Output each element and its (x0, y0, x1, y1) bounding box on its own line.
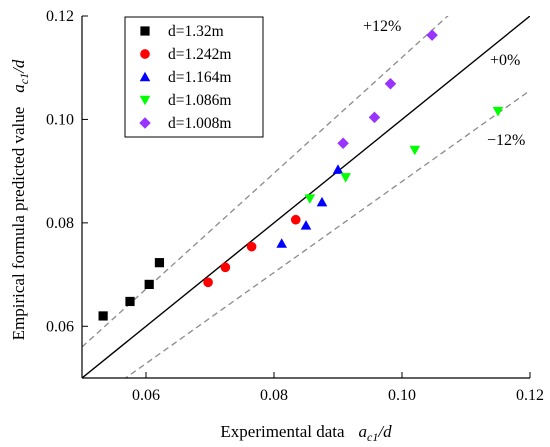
data-point (154, 258, 165, 268)
data-point (316, 196, 328, 207)
legend: d=1.32m d=1.242m d=1.164m d=1.086m d=1.008m (124, 16, 264, 138)
data-point (220, 262, 231, 273)
data-point (98, 311, 108, 321)
data-point (144, 279, 154, 289)
data-point (300, 220, 312, 230)
y-tick-label: 0.10 (46, 111, 74, 128)
legend-label: d=1.008m (168, 115, 231, 132)
x-axis-title-math-sub: c1 (367, 430, 378, 444)
data-point (426, 29, 438, 41)
series-2 (276, 164, 344, 248)
x-axis-title-text: Experimental data (220, 422, 345, 441)
x-axis-title-math: a (359, 422, 368, 441)
reference-line-0 (82, 16, 449, 348)
y-tick-label: 0.12 (46, 8, 74, 25)
data-points (98, 29, 504, 321)
data-point (125, 296, 135, 307)
x-tick-label: 0.08 (260, 387, 288, 404)
data-point (290, 214, 301, 225)
ref-label-plus12: +12% (363, 18, 401, 35)
reference-line-1 (82, 16, 530, 378)
data-point (492, 106, 504, 117)
legend-marker (139, 71, 151, 82)
data-point (304, 194, 316, 204)
series-3 (304, 106, 504, 204)
y-axis-title: Empirical formula predicted value ac1/d (9, 59, 31, 340)
legend-label: d=1.242m (168, 46, 231, 63)
legend-label: d=1.164m (168, 69, 231, 86)
y-tick-label: 0.06 (46, 318, 74, 335)
data-point (246, 241, 257, 252)
reference-line-labels: +12% +0% −12% (363, 18, 525, 149)
x-axis-title: Experimental data ac1/d (220, 422, 392, 444)
y-axis-title-math-suffix: /d (9, 59, 28, 74)
x-tick-label: 0.10 (388, 387, 416, 404)
series-1 (203, 214, 301, 288)
x-axis-title-math-suffix: /d (377, 422, 392, 441)
series-0 (98, 258, 165, 321)
data-point (276, 238, 287, 248)
legend-marker (140, 49, 150, 59)
reference-lines (82, 16, 530, 378)
legend-marker (139, 95, 151, 106)
ref-label-minus12: −12% (487, 132, 525, 149)
x-tick-label: 0.06 (132, 387, 160, 404)
axes (81, 16, 530, 379)
data-point (337, 137, 349, 149)
y-axis-title-math-sub: c1 (17, 73, 31, 84)
data-point (368, 111, 381, 124)
y-ticks: 0.06 0.08 0.10 0.12 (46, 8, 88, 335)
series-4 (337, 29, 438, 149)
legend-box (124, 16, 264, 138)
ref-label-zero: +0% (490, 52, 520, 69)
legend-label: d=1.32m (168, 23, 224, 40)
data-point (384, 77, 397, 90)
data-point (332, 164, 344, 174)
data-point (409, 145, 421, 156)
legend-label: d=1.086m (168, 92, 231, 109)
y-axis-title-math: a (9, 84, 28, 93)
reference-line-2 (124, 89, 530, 378)
x-ticks: 0.06 0.08 0.10 0.12 (132, 372, 544, 404)
data-point (340, 173, 351, 183)
y-axis-title-text: Empirical formula predicted value (9, 107, 28, 341)
legend-marker (139, 117, 151, 129)
y-tick-label: 0.08 (46, 215, 74, 232)
legend-marker (140, 26, 150, 36)
data-point (203, 277, 213, 288)
x-tick-label: 0.12 (516, 387, 544, 404)
